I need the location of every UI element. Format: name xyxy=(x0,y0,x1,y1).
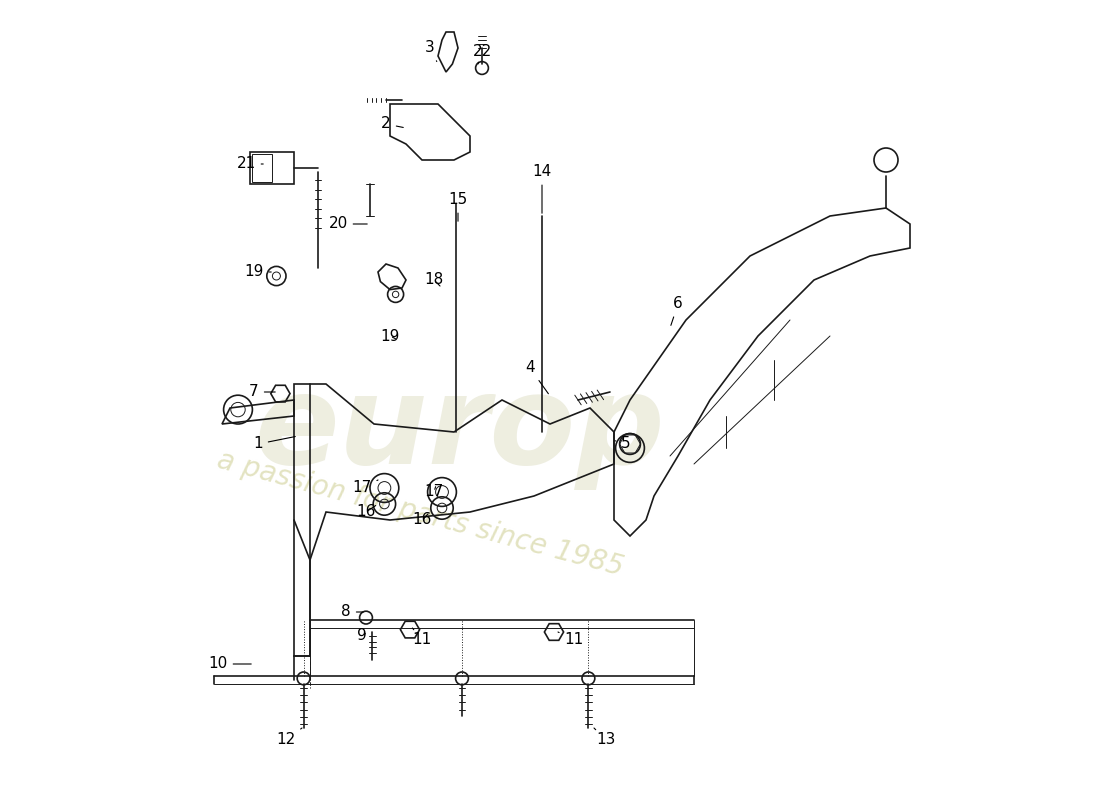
Text: 8: 8 xyxy=(341,605,363,619)
Text: 16: 16 xyxy=(412,513,431,527)
Text: 12: 12 xyxy=(276,728,303,747)
Text: 21: 21 xyxy=(236,157,263,171)
Text: a passion for parts since 1985: a passion for parts since 1985 xyxy=(214,446,627,582)
Text: 19: 19 xyxy=(381,329,399,343)
Text: 17: 17 xyxy=(425,485,443,499)
Bar xyxy=(250,152,294,184)
Text: 3: 3 xyxy=(425,41,437,62)
Text: 14: 14 xyxy=(532,165,551,214)
Text: 15: 15 xyxy=(449,193,468,222)
Text: 22: 22 xyxy=(472,45,492,64)
Text: 16: 16 xyxy=(356,505,376,519)
Text: 13: 13 xyxy=(594,728,616,747)
Text: 1: 1 xyxy=(253,437,295,451)
Text: 19: 19 xyxy=(244,265,272,279)
Text: 18: 18 xyxy=(425,273,443,287)
Text: 17: 17 xyxy=(352,480,378,495)
Text: 20: 20 xyxy=(329,217,367,231)
Text: 4: 4 xyxy=(525,361,549,394)
Text: 11: 11 xyxy=(412,628,431,647)
Text: 9: 9 xyxy=(358,629,367,643)
Text: 6: 6 xyxy=(671,297,683,326)
Text: 10: 10 xyxy=(208,657,251,671)
Text: 2: 2 xyxy=(382,117,404,131)
Text: 5: 5 xyxy=(615,437,630,451)
Bar xyxy=(252,154,272,182)
Text: 11: 11 xyxy=(558,632,584,647)
Text: 7: 7 xyxy=(250,385,275,399)
Text: europ: europ xyxy=(254,369,664,490)
